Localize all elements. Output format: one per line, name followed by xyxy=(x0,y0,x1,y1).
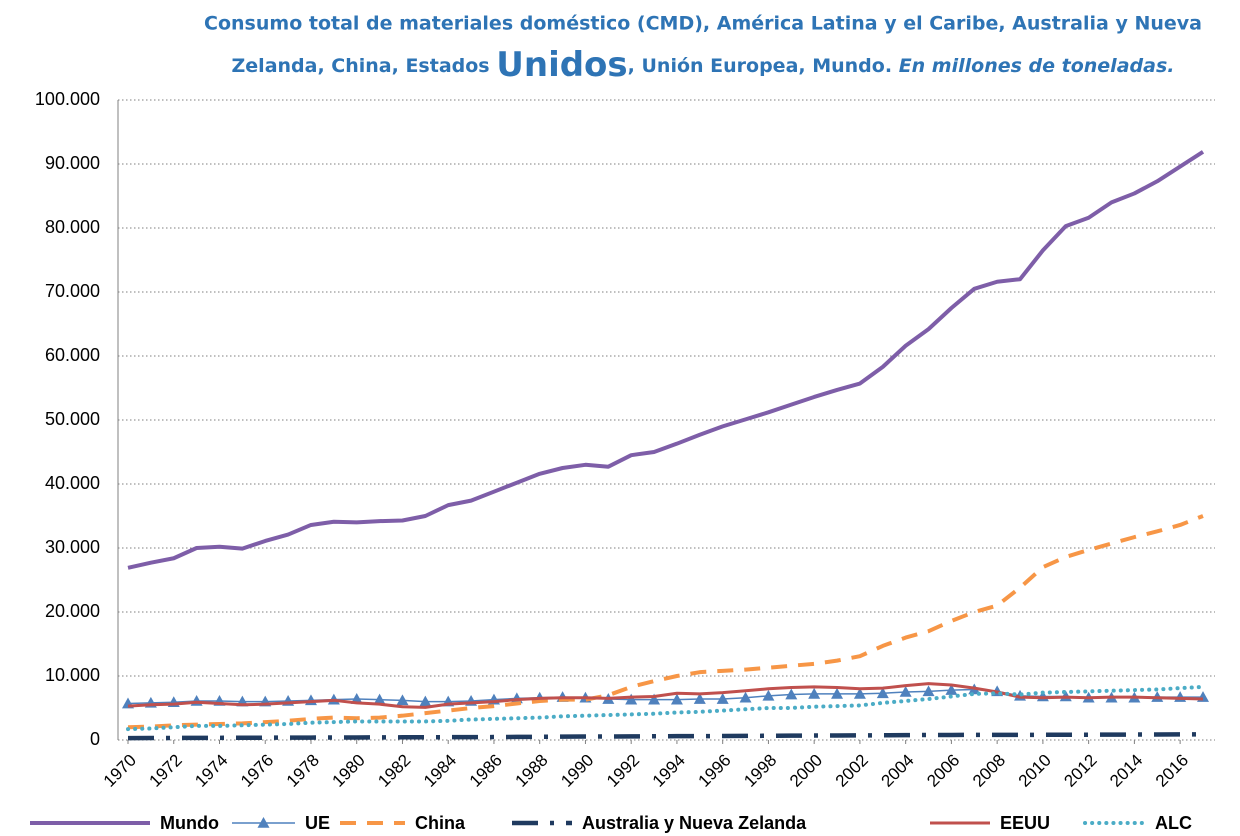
y-tick-label: 30.000 xyxy=(45,537,100,557)
legend-label: EEUU xyxy=(1000,813,1050,833)
y-tick-label: 50.000 xyxy=(45,409,100,429)
x-tick-label: 2016 xyxy=(1152,751,1192,791)
chart-title-line-2: Zelanda, China, Estados Unidos, Unión Eu… xyxy=(232,45,1175,85)
data-marker xyxy=(373,693,386,705)
data-marker xyxy=(785,688,798,700)
legend-label: ALC xyxy=(1155,813,1192,833)
title-part: , Unión Europea, Mundo. xyxy=(628,55,892,77)
data-marker xyxy=(831,687,844,699)
x-tick-label: 1970 xyxy=(100,751,140,791)
legend-item: Australia y Nueva Zelanda xyxy=(512,813,807,833)
data-marker xyxy=(876,687,889,699)
x-tick-label: 1980 xyxy=(329,751,369,791)
data-marker xyxy=(670,693,683,705)
x-tick-label: 1998 xyxy=(740,751,780,791)
y-tick-label: 100.000 xyxy=(35,89,100,109)
legend-marker xyxy=(257,817,270,828)
x-tick-label: 1996 xyxy=(694,751,734,791)
x-tick-label: 2008 xyxy=(969,751,1009,791)
data-marker xyxy=(419,695,432,707)
series-line xyxy=(127,150,1205,570)
x-tick-label: 2006 xyxy=(923,751,963,791)
legend-label: China xyxy=(415,813,466,833)
y-tick-label: 20.000 xyxy=(45,601,100,621)
data-marker xyxy=(648,693,661,705)
data-marker xyxy=(739,691,752,703)
x-tick-label: 1990 xyxy=(557,751,597,791)
data-marker xyxy=(922,685,935,697)
legend-label: UE xyxy=(305,813,330,833)
x-tick-label: 1986 xyxy=(466,751,506,791)
x-tick-label: 1974 xyxy=(191,751,231,791)
series-line xyxy=(127,732,1204,741)
y-tick-label: 70.000 xyxy=(45,281,100,301)
x-tick-label: 1988 xyxy=(512,751,552,791)
y-tick-label: 90.000 xyxy=(45,153,100,173)
title-part: Zelanda, China, Estados xyxy=(232,55,490,77)
x-tick-label: 2004 xyxy=(877,751,917,791)
data-marker xyxy=(808,687,821,699)
legend-item: EEUU xyxy=(930,813,1050,833)
data-marker xyxy=(945,684,958,695)
chart-subtitle: En millones de toneladas. xyxy=(899,55,1175,77)
x-tick-label: 1982 xyxy=(374,751,414,791)
x-tick-label: 1976 xyxy=(237,751,277,791)
legend-label: Mundo xyxy=(160,813,219,833)
data-marker xyxy=(762,689,775,701)
y-tick-label: 10.000 xyxy=(45,665,100,685)
legend-item: ALC xyxy=(1083,813,1192,833)
x-tick-label: 2000 xyxy=(786,751,826,791)
x-tick-label: 1984 xyxy=(420,751,460,791)
data-marker xyxy=(625,693,638,705)
chart-title-line-1: Consumo total de materiales doméstico (C… xyxy=(204,13,1202,35)
series-line xyxy=(126,684,1205,732)
data-marker xyxy=(899,686,912,697)
x-tick-label: 1972 xyxy=(146,751,186,791)
x-tick-label: 1994 xyxy=(649,751,689,791)
x-tick-label: 1992 xyxy=(603,751,643,791)
x-tick-label: 2012 xyxy=(1060,751,1100,791)
data-marker xyxy=(853,687,866,699)
y-tick-label: 0 xyxy=(90,729,100,749)
y-tick-label: 40.000 xyxy=(45,473,100,493)
legend-item: China xyxy=(340,813,466,833)
series-line xyxy=(127,514,1204,730)
x-tick-label: 2014 xyxy=(1106,751,1146,791)
y-tick-label: 80.000 xyxy=(45,217,100,237)
x-tick-label: 1978 xyxy=(283,751,323,791)
y-tick-label: 60.000 xyxy=(45,345,100,365)
data-marker xyxy=(396,694,409,706)
data-marker xyxy=(716,693,729,704)
legend-label: Australia y Nueva Zelanda xyxy=(582,813,807,833)
legend-item: Mundo xyxy=(30,813,219,833)
title-emphasis: Unidos xyxy=(496,45,627,85)
x-tick-label: 2002 xyxy=(832,751,872,791)
legend-item: UE xyxy=(232,813,330,833)
x-tick-label: 2010 xyxy=(1015,751,1055,791)
series-line xyxy=(127,682,1204,709)
data-marker xyxy=(693,693,706,704)
